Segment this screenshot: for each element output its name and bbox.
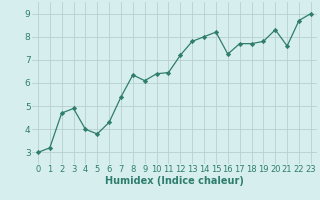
X-axis label: Humidex (Indice chaleur): Humidex (Indice chaleur) (105, 176, 244, 186)
